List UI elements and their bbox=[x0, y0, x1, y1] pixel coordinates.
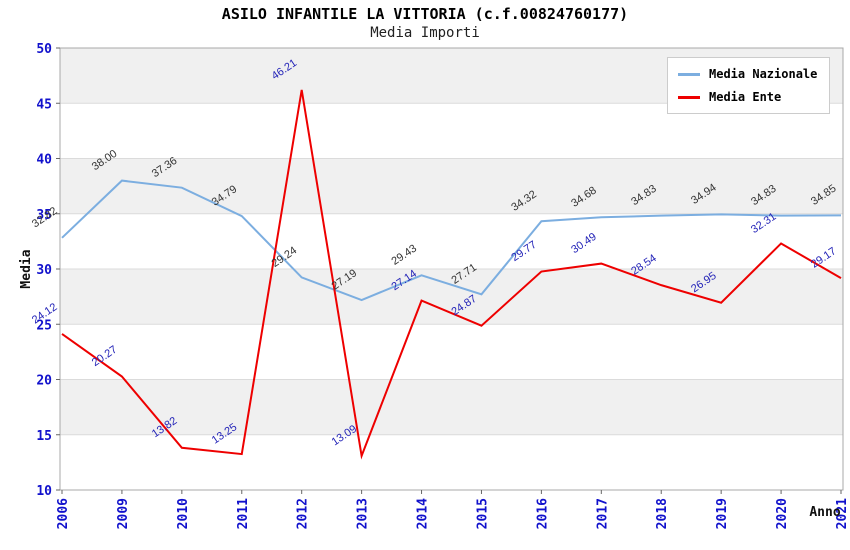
grid-band bbox=[60, 269, 843, 325]
y-tick-label: 50 bbox=[36, 42, 52, 57]
legend-item-media-ente: Media Ente bbox=[678, 90, 817, 104]
x-tick-label: 2016 bbox=[535, 498, 550, 529]
x-tick-label: 2013 bbox=[356, 498, 371, 529]
value-label: 29.17 bbox=[809, 245, 839, 270]
x-tick-label: 2010 bbox=[176, 498, 191, 529]
x-tick-label: 2021 bbox=[835, 498, 850, 529]
legend-line-marker bbox=[678, 95, 700, 99]
legend-item-media-nazionale: Media Nazionale bbox=[678, 67, 817, 81]
x-tick-label: 2019 bbox=[715, 498, 730, 529]
x-tick-label: 2011 bbox=[236, 498, 251, 529]
x-tick-label: 2006 bbox=[56, 498, 71, 529]
series-line-media-nazionale bbox=[61, 179, 842, 302]
grid-band bbox=[60, 379, 843, 435]
x-tick-label: 2009 bbox=[116, 498, 131, 529]
x-tick-label: 2017 bbox=[595, 498, 610, 529]
y-tick-label: 40 bbox=[36, 153, 52, 168]
grid-band bbox=[60, 158, 843, 214]
x-tick-label: 2015 bbox=[475, 498, 490, 529]
y-axis-title: Media bbox=[19, 249, 34, 288]
chart-subtitle: Media Importi bbox=[370, 25, 480, 41]
y-tick-label: 25 bbox=[36, 318, 52, 333]
y-tick-label: 10 bbox=[36, 484, 52, 499]
legend-label: Media Nazionale bbox=[709, 67, 818, 81]
y-tick-label: 20 bbox=[36, 374, 52, 389]
x-axis-title: Anno bbox=[809, 505, 840, 520]
chart-title: ASILO INFANTILE LA VITTORIA (c.f.0082476… bbox=[221, 5, 629, 23]
value-label: 29.43 bbox=[390, 242, 420, 267]
x-tick-label: 2020 bbox=[775, 498, 790, 529]
legend-label: Media Ente bbox=[709, 90, 782, 104]
value-label: 30.49 bbox=[569, 231, 599, 256]
y-tick-label: 15 bbox=[36, 429, 52, 444]
x-tick-label: 2012 bbox=[296, 498, 311, 529]
y-tick-label: 30 bbox=[36, 263, 52, 278]
x-tick-label: 2018 bbox=[655, 498, 670, 529]
y-tick-label: 45 bbox=[36, 97, 52, 112]
y-tick-label: 35 bbox=[36, 208, 52, 223]
series-line-media-ente bbox=[61, 89, 842, 460]
x-tick-label: 2014 bbox=[416, 498, 431, 529]
legend: Media Nazionale Media Ente bbox=[667, 57, 831, 114]
legend-line-marker bbox=[678, 72, 700, 76]
